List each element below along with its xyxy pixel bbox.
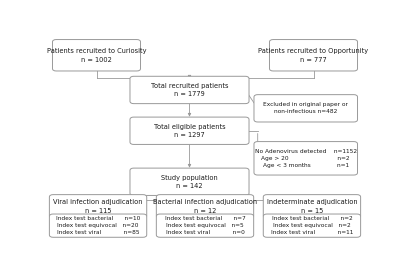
- FancyBboxPatch shape: [49, 214, 147, 237]
- Text: Indeterminate adjudication
n = 15: Indeterminate adjudication n = 15: [267, 199, 357, 214]
- FancyBboxPatch shape: [254, 95, 358, 122]
- FancyBboxPatch shape: [156, 214, 254, 237]
- FancyBboxPatch shape: [130, 76, 249, 104]
- Text: Patients recruited to Curiosity
n = 1002: Patients recruited to Curiosity n = 1002: [47, 48, 146, 63]
- FancyBboxPatch shape: [130, 168, 249, 196]
- Text: Index test bacterial      n=2
Index test equivocal   n=2
Index test viral       : Index test bacterial n=2 Index test equi…: [271, 216, 353, 235]
- Text: No Adenovirus detected    n=1152
Age > 20                          n=2
Age < 3 m: No Adenovirus detected n=1152 Age > 20 n…: [255, 149, 357, 168]
- Text: Patients recruited to Opportunity
n = 777: Patients recruited to Opportunity n = 77…: [258, 48, 368, 63]
- Text: Excluded in original paper or
non-infectious n=482: Excluded in original paper or non-infect…: [263, 102, 348, 114]
- Text: Bacterial infection adjudication
n = 12: Bacterial infection adjudication n = 12: [153, 199, 257, 214]
- Text: Index test bacterial      n=7
Index test equivocal   n=5
Index test viral       : Index test bacterial n=7 Index test equi…: [165, 216, 245, 235]
- FancyBboxPatch shape: [156, 195, 254, 218]
- Text: Viral infection adjudication
n = 115: Viral infection adjudication n = 115: [53, 199, 143, 214]
- Text: Total eligible patients
n = 1297: Total eligible patients n = 1297: [154, 123, 225, 138]
- Text: Total recruited patients
n = 1779: Total recruited patients n = 1779: [151, 83, 228, 97]
- Text: Study population
n = 142: Study population n = 142: [161, 175, 218, 189]
- Text: Index test bacterial      n=10
Index test equivocal   n=20
Index test viral     : Index test bacterial n=10 Index test equ…: [56, 216, 140, 235]
- FancyBboxPatch shape: [130, 117, 249, 144]
- FancyBboxPatch shape: [263, 214, 361, 237]
- FancyBboxPatch shape: [52, 39, 140, 71]
- FancyBboxPatch shape: [263, 195, 361, 218]
- FancyBboxPatch shape: [254, 142, 358, 175]
- FancyBboxPatch shape: [270, 39, 358, 71]
- FancyBboxPatch shape: [49, 195, 147, 218]
